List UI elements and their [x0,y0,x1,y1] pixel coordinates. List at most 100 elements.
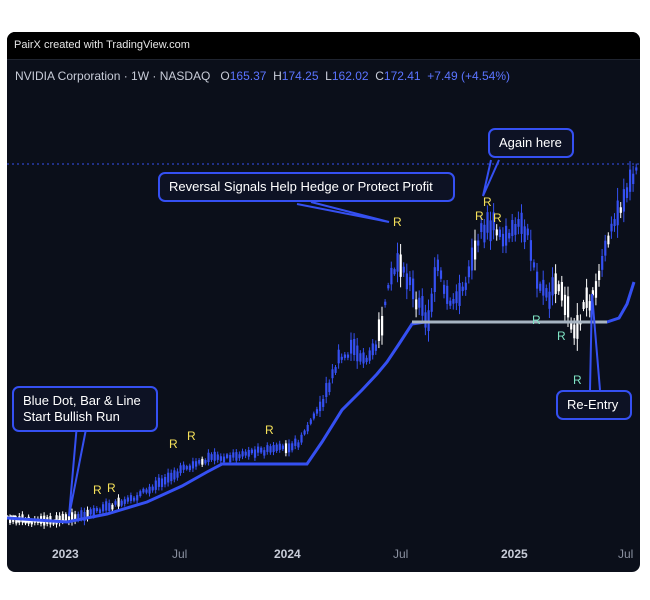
candle-body [281,445,284,450]
candle-body [222,456,226,463]
candle-body [551,277,554,296]
candle-body [198,459,201,464]
candle-body [179,465,182,474]
candle-body [474,240,477,260]
chart-frame: PairX created with TradingView.com NVIDI… [7,32,640,572]
candle-body [458,282,461,306]
candle-body [588,301,591,311]
candle-body [619,207,622,213]
candle-body [219,456,222,461]
candle-body [446,285,449,304]
candle-body [625,187,629,198]
x-tick-jul-2023: Jul [172,547,188,561]
candle-body [381,316,384,336]
candle-body [483,224,486,243]
candle-body [331,369,334,379]
candle-body [498,229,501,238]
candle-body [154,480,157,490]
candle-body [160,478,164,487]
candle-body [362,352,365,364]
candle-body [77,513,80,521]
candle-body [74,514,77,521]
candle-body [247,449,250,457]
candle-body [244,451,247,456]
candle-body [598,270,601,280]
candle-body [176,471,179,478]
candle-body [399,254,402,277]
candle-body [526,228,529,236]
callout-bullish-run: Blue Dot, Bar & Line Start Bullish Run [12,386,158,432]
candle-body [464,282,467,290]
candle-body [501,233,505,247]
candle-body [309,419,312,424]
candle-body [120,500,123,506]
candle-body [554,273,557,294]
candle-body [622,189,625,212]
high-label: H [273,69,282,83]
candle-body [570,320,573,330]
candle-body [288,443,291,453]
candle-body [514,224,517,235]
candle-body [250,449,253,454]
candle-body [294,438,297,446]
candle-body [260,447,263,453]
candle-body [213,451,216,461]
candle-body [319,401,322,412]
candle-body [384,301,387,306]
pointer-reversal [296,201,390,223]
candle-body [467,266,470,278]
candle-body [83,512,86,522]
candle-body [576,315,579,339]
high-value: 174.25 [281,69,319,83]
candle-body [632,173,635,184]
candle-body [306,424,309,432]
candle-body [303,430,306,435]
reversal-marker: R [393,215,402,229]
candle-body [548,291,551,309]
candle-body [195,461,198,467]
candle-body [64,514,67,521]
candle-body [573,324,576,339]
candle-body [557,284,560,292]
x-tick-jul-2024: Jul [393,547,409,561]
candle-body [263,450,266,456]
candle-body [582,302,585,309]
candle-body [480,223,483,233]
candle-body [613,219,616,226]
candle-body [452,298,455,304]
reversal-marker: R [265,423,274,437]
pointer-reentry [589,293,601,391]
reentry-marker: R [532,313,541,327]
reentry-marker: R [557,329,566,343]
candle-body [532,262,536,268]
candle-body [229,455,232,463]
candle-body [126,497,129,502]
candle-body [505,225,508,246]
close-value: 172.41 [383,69,421,83]
low-value: 162.02 [331,69,369,83]
candle-body [102,504,105,512]
candle-body [545,288,548,298]
reversal-marker: R [483,195,492,209]
symbol-name: NVIDIA Corporation · 1W · NASDAQ [15,69,211,83]
candle-body [359,353,362,362]
candle-body [207,452,210,463]
candle-body [412,278,415,300]
candle-body [511,219,514,236]
candle-body [15,519,18,524]
candle-body [253,449,257,458]
candle-body [337,349,340,364]
candle-body [167,472,170,483]
candle-body [436,259,439,271]
candle-body [365,357,368,363]
candle-body [266,445,269,452]
candle-body [114,501,117,505]
candle-body [542,279,545,296]
candle-body [424,312,427,328]
candle-body [461,286,464,292]
candle-body [157,477,160,487]
candle-body [415,299,418,310]
candle-body [98,509,102,514]
candle-body [340,356,343,360]
